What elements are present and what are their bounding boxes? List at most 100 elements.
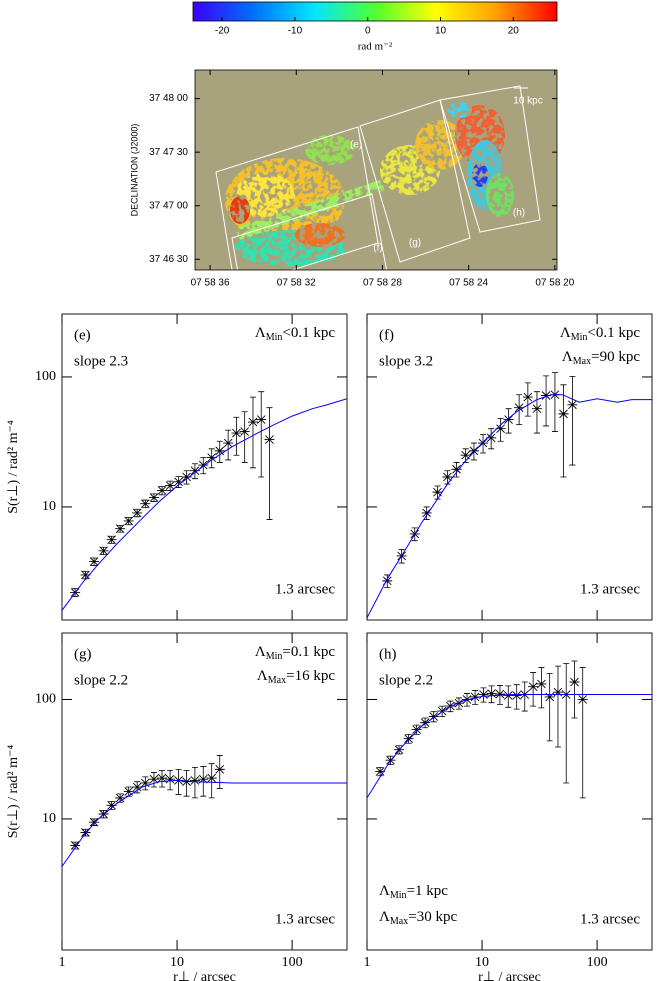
map-x-tick-label: 07 58 20 (535, 278, 574, 289)
limit-symbol: Λ (379, 883, 390, 899)
error-bar (560, 384, 567, 478)
region-box (231, 193, 388, 270)
data-point (140, 499, 151, 508)
data-point (223, 438, 234, 448)
plot-frame (61, 632, 348, 951)
y-tick-label: 100 (35, 369, 56, 384)
error-bar (225, 429, 232, 461)
data-point (531, 404, 542, 414)
scale-limit: ΛMax=90 kpc (562, 349, 640, 367)
data-point (503, 415, 514, 424)
slope-label: slope 2.2 (379, 672, 433, 688)
scale-limit: ΛMax=30 kpc (379, 909, 457, 927)
error-bar (233, 416, 240, 456)
error-bar (513, 684, 520, 710)
region-labels: (e) (f) (g) (h) 10 kpc (350, 87, 543, 254)
error-bar (488, 428, 495, 450)
x-tick-label: 10 (475, 955, 489, 970)
colorbar (192, 1, 558, 22)
y-tick-label: 100 (35, 692, 56, 707)
error-bar (208, 763, 215, 799)
error-bar (546, 673, 553, 742)
error-bar (579, 667, 586, 799)
error-bar (497, 417, 504, 442)
map-x-tick-label: 07 58 36 (191, 278, 230, 289)
error-bar (480, 434, 487, 454)
data-point (181, 472, 192, 482)
error-bar (175, 768, 182, 795)
data-point (558, 409, 569, 419)
data-point (115, 524, 126, 534)
colorbar-label: rad m⁻² (358, 41, 393, 53)
error-bar (569, 375, 576, 466)
plot-frame (366, 313, 653, 621)
data-point (98, 546, 109, 556)
error-bar (538, 667, 545, 709)
limit-subscript: Min (266, 651, 283, 662)
error-bar (516, 394, 523, 426)
scale-limit: ΛMin=0.1 kpc (255, 644, 336, 662)
error-bar (258, 391, 265, 478)
data-point (421, 508, 432, 518)
error-bar (191, 767, 198, 799)
data-point (132, 782, 143, 792)
error-bar (543, 375, 550, 427)
data-point (264, 435, 275, 444)
resolution-label: 1.3 arcsec (275, 911, 335, 927)
x-tick-label: 100 (282, 955, 303, 970)
limit-symbol: Λ (257, 668, 268, 684)
region-box (359, 99, 471, 263)
limit-symbol: Λ (255, 325, 266, 341)
limit-subscript: Max (268, 675, 286, 686)
error-bar (208, 448, 215, 469)
y-tick-label: 10 (42, 811, 56, 826)
rm-emission (225, 102, 514, 266)
data-point (189, 776, 200, 785)
data-point (132, 508, 143, 518)
colorbar-tick-label: 0 (365, 26, 371, 37)
error-bar (266, 407, 273, 520)
colorbar-tick-label: 10 (435, 26, 447, 37)
data-point (577, 695, 588, 704)
map-x-tick-label: 07 58 24 (449, 278, 488, 289)
data-point (411, 725, 422, 734)
scale-limit: ΛMin<0.1 kpc (560, 325, 641, 343)
region-label: (f) (373, 243, 382, 254)
region-box (439, 85, 541, 233)
data-point (148, 493, 159, 502)
limit-symbol: Λ (560, 325, 571, 341)
data-point (231, 428, 242, 438)
scale-limit: ΛMin=1 kpc (379, 883, 448, 901)
resolution-label: 1.3 arcsec (580, 911, 640, 927)
data-point (478, 438, 489, 448)
error-bar (571, 660, 578, 719)
limit-symbol: Λ (255, 644, 266, 660)
error-bar (563, 663, 570, 784)
data-point (206, 773, 217, 783)
limit-value: =30 kpc (408, 909, 457, 925)
map-y-tick-label: 37 48 00 (149, 93, 188, 104)
data-point (148, 774, 159, 784)
limit-value: =0.1 kpc (282, 644, 335, 660)
error-bar (533, 391, 540, 434)
limit-symbol: Λ (562, 349, 573, 365)
panel-label: (e) (74, 327, 91, 343)
data-point (165, 774, 176, 784)
data-point (468, 446, 479, 456)
limit-value: =1 kpc (407, 883, 449, 899)
data-point (442, 472, 453, 482)
data-point (239, 427, 250, 436)
region-label: (g) (409, 238, 421, 249)
data-point (157, 773, 168, 783)
data-point (536, 679, 547, 689)
error-bar (521, 681, 528, 712)
y-tick-label: 10 (42, 499, 56, 514)
error-bar (249, 396, 256, 469)
data-point (567, 400, 578, 410)
region-label: (e) (350, 140, 362, 151)
data-point (451, 464, 462, 474)
x-tick-label: 1 (364, 955, 371, 970)
error-bar (530, 672, 537, 707)
error-bar (488, 685, 495, 704)
